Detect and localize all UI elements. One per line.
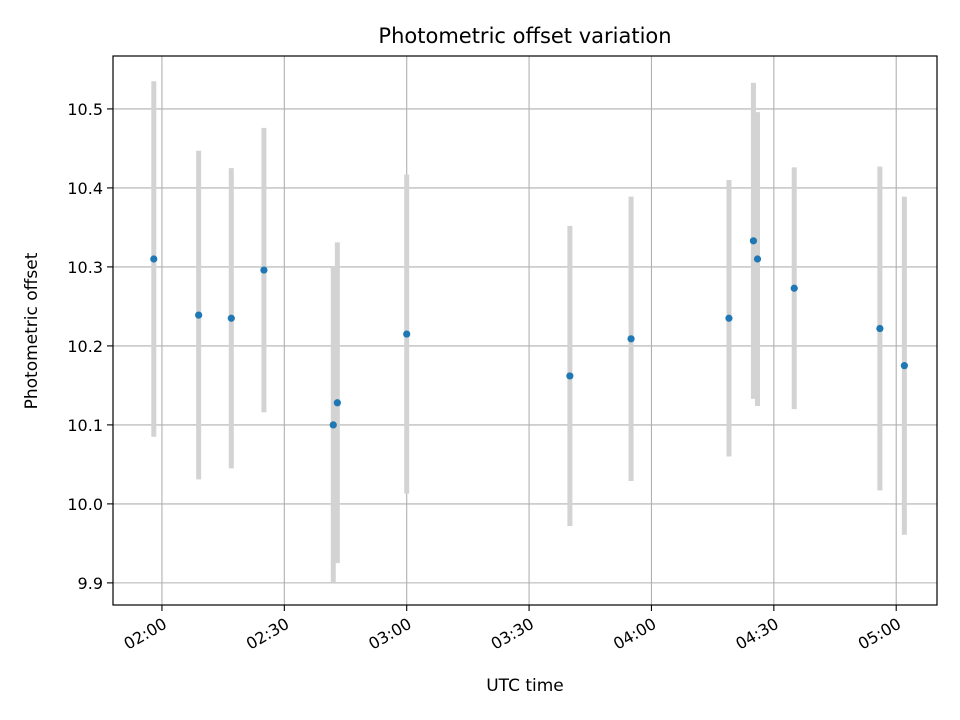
chart-title: Photometric offset variation	[378, 24, 671, 48]
data-point	[150, 255, 158, 263]
x-tick-label: 02:00	[121, 614, 170, 654]
data-point	[790, 284, 798, 292]
y-tick-label: 10.4	[67, 179, 103, 198]
data-point	[753, 255, 762, 263]
x-axis-label: UTC time	[486, 676, 564, 696]
data-point	[227, 314, 235, 322]
data-point	[749, 237, 758, 245]
data-point	[195, 311, 203, 319]
y-tick-label: 10.5	[67, 100, 103, 119]
x-tick-label: 02:30	[243, 614, 292, 654]
y-tick-label: 10.0	[67, 495, 103, 514]
plot-frame	[112, 55, 938, 606]
data-point	[627, 335, 635, 343]
x-axis-ticks: 02:00 02:30 03:00 03:30 04:00 04:30 05:00	[121, 605, 904, 654]
data-point	[566, 372, 574, 380]
x-tick-label: 05:00	[855, 614, 904, 654]
data-point	[725, 314, 733, 322]
data-point	[329, 421, 337, 429]
data-point	[333, 399, 341, 407]
y-tick-label: 9.9	[78, 574, 103, 593]
y-tick-label: 10.1	[67, 416, 103, 435]
data-point	[900, 362, 908, 370]
y-tick-label: 10.3	[67, 258, 103, 277]
x-tick-label: 03:30	[488, 614, 537, 654]
y-axis-label: Photometric offset	[22, 252, 42, 409]
data-point	[876, 324, 884, 333]
x-tick-label: 04:00	[610, 614, 659, 654]
data-point	[260, 266, 268, 274]
data-point	[403, 330, 411, 338]
x-tick-label: 04:30	[732, 614, 781, 654]
y-tick-label: 10.2	[67, 337, 103, 356]
data-points	[150, 237, 908, 429]
y-axis-ticks: 9.9 10.0 10.1 10.2 10.3 10.4 10.5	[67, 100, 113, 593]
grid	[113, 56, 937, 605]
x-tick-label: 03:00	[365, 614, 414, 654]
